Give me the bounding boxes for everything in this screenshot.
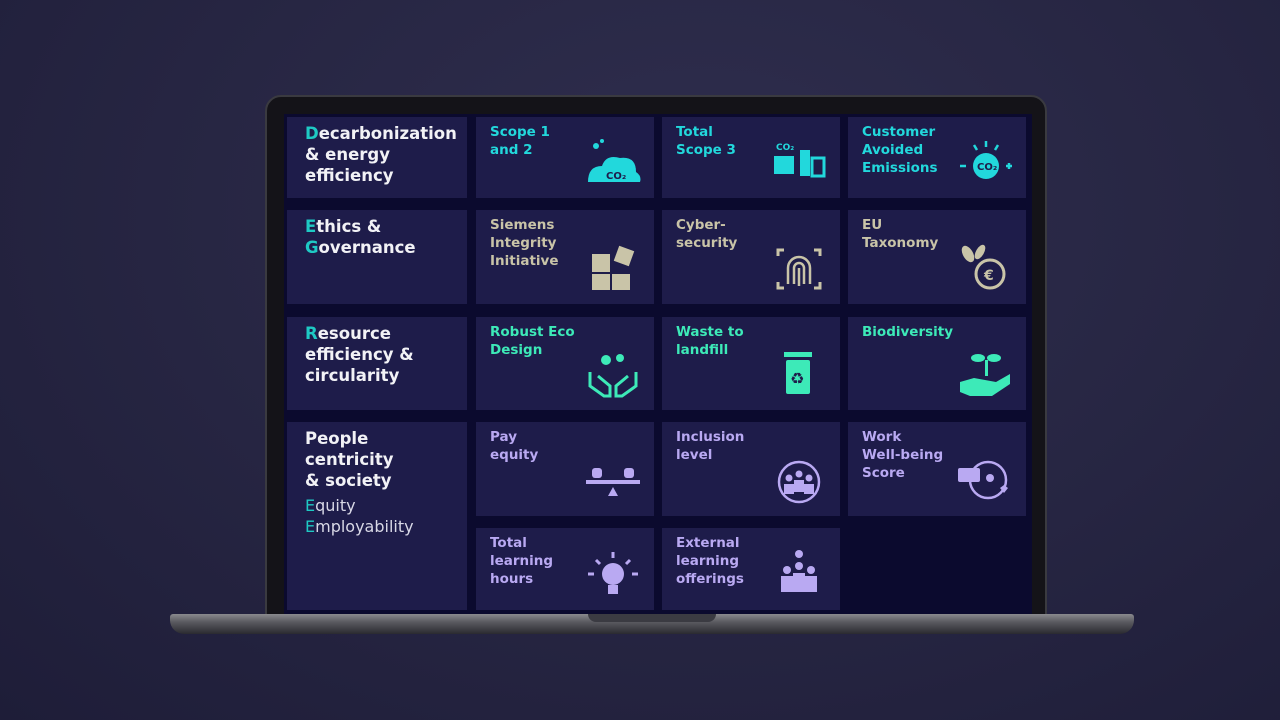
svg-text:CO₂: CO₂ xyxy=(977,162,997,173)
tile-label: Total Scope 3 xyxy=(676,124,736,158)
puzzle-icon xyxy=(592,245,635,290)
tile-siemens-integrity-initiative[interactable]: Siemens Integrity Initiative xyxy=(476,210,654,304)
tile-cyber-security[interactable]: Cyber- security xyxy=(662,210,840,304)
svg-text:♻: ♻ xyxy=(790,369,804,388)
laptop-notch xyxy=(588,614,716,622)
tile-label: Inclusion level xyxy=(676,429,745,463)
tile-label: Customer Avoided Emissions xyxy=(862,124,938,176)
tile-label: Biodiversity xyxy=(862,324,954,340)
tile-waste-to-landfill[interactable]: Waste to landfill ♻ xyxy=(662,317,840,410)
balance-scale-icon xyxy=(586,468,640,496)
tile-inclusion-level[interactable]: Inclusion level xyxy=(662,422,840,516)
tile-total-learning-hours[interactable]: Total learning hours xyxy=(476,528,654,610)
tile-label: Total learning hours xyxy=(490,535,554,587)
tile-robust-eco-design[interactable]: Robust Eco Design xyxy=(476,317,654,410)
category-title: People centricity & society xyxy=(305,429,394,490)
tile-customer-avoided-emissions[interactable]: Customer Avoided Emissions CO₂ xyxy=(848,117,1026,198)
lightbulb-icon xyxy=(588,552,638,594)
tile-label: EU Taxonomy xyxy=(862,217,939,251)
category-ethics-governance: Ethics & Governance xyxy=(287,210,467,304)
tile-label: Cyber- security xyxy=(676,217,738,251)
category-resource-efficiency: Resource efficiency & circularity xyxy=(287,317,467,410)
gears-hands-icon xyxy=(588,354,638,398)
euro-plant-icon: € xyxy=(961,244,1006,290)
tile-label: External learning offerings xyxy=(676,535,744,587)
people-circle-icon xyxy=(777,460,821,504)
co2-avoided-icon: CO₂ xyxy=(960,141,1012,179)
tile-label: Waste to landfill xyxy=(676,324,744,358)
tile-total-scope-3[interactable]: Total Scope 3 CO₂ xyxy=(662,117,840,198)
equity-label: Equity xyxy=(305,496,356,515)
tile-eu-taxonomy[interactable]: EU Taxonomy € xyxy=(848,210,1026,304)
tile-scope-1-and-2[interactable]: Scope 1 and 2 CO₂ xyxy=(476,117,654,198)
tile-label: Pay equity xyxy=(490,429,539,463)
recycle-bin-icon: ♻ xyxy=(784,352,812,394)
tile-label: Scope 1 and 2 xyxy=(490,124,550,158)
tile-label: Siemens Integrity Initiative xyxy=(490,217,559,269)
people-idea-icon xyxy=(781,550,817,592)
laptop-base xyxy=(170,614,1134,634)
category-decarbonization: Decarbonization & energy efficiency xyxy=(287,117,467,198)
co2-truck-factory-icon: CO₂ xyxy=(774,143,826,178)
employability-label: Employability xyxy=(305,517,414,536)
category-people-society: People centricity & society Equity Emplo… xyxy=(287,422,467,610)
tile-label: Robust Eco Design xyxy=(490,324,575,358)
tile-external-learning-offerings[interactable]: External learning offerings xyxy=(662,528,840,610)
wellbeing-icon xyxy=(958,460,1008,500)
tile-biodiversity[interactable]: Biodiversity xyxy=(848,317,1026,410)
tile-pay-equity[interactable]: Pay equity xyxy=(476,422,654,516)
laptop-screen: Decarbonization & energy efficiency Ethi… xyxy=(284,114,1032,616)
svg-text:CO₂: CO₂ xyxy=(606,171,626,182)
fingerprint-icon xyxy=(776,248,822,290)
svg-text:€: € xyxy=(983,268,994,284)
tile-work-well-being-score[interactable]: Work Well-being Score xyxy=(848,422,1026,516)
svg-text:CO₂: CO₂ xyxy=(776,143,794,153)
co2-cloud-icon: CO₂ xyxy=(588,139,641,182)
tile-label: Work Well-being Score xyxy=(862,429,944,481)
plant-hand-icon xyxy=(960,354,1010,396)
